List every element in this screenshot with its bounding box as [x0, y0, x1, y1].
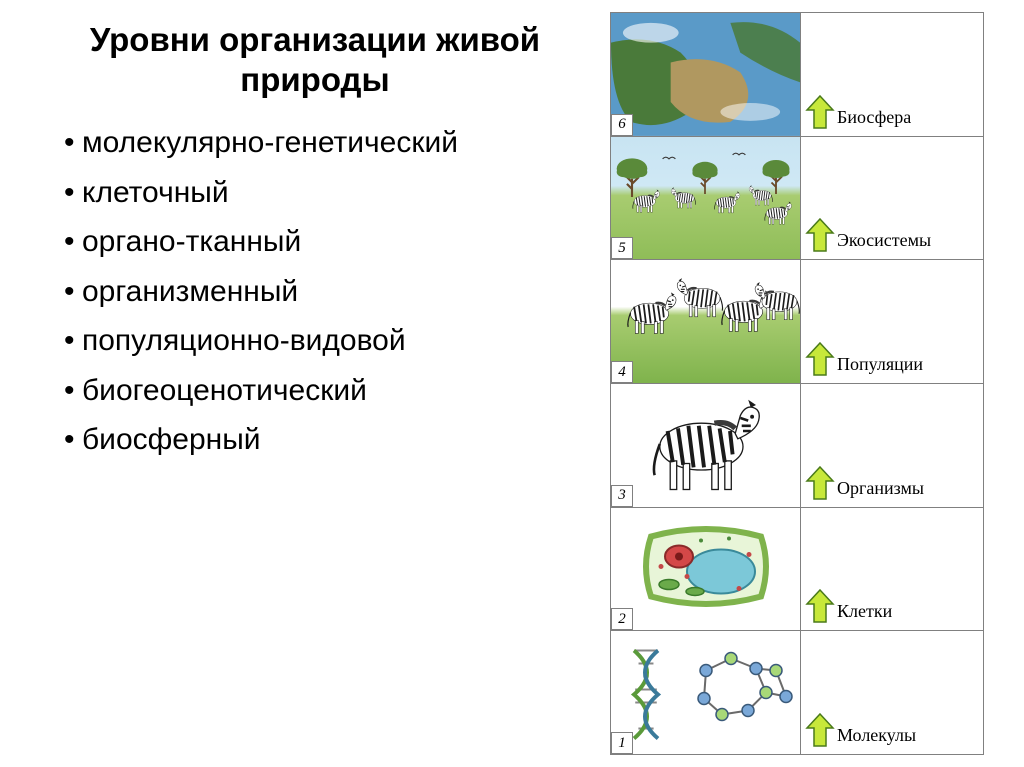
- level-label: Клетки: [837, 601, 973, 622]
- level-label: Биосфера: [837, 107, 973, 128]
- arrow-up-icon: [805, 712, 835, 748]
- level-row: 1 Молекулы: [611, 630, 983, 754]
- bullet-item: популяционно-видовой: [64, 319, 570, 363]
- levels-column: 6 Биосфера: [610, 12, 984, 755]
- level-number: 4: [611, 361, 633, 383]
- page-title: Уровни организации живой природы: [60, 20, 570, 99]
- level-meta: Экосистемы: [801, 137, 983, 260]
- arrow-up-icon: [805, 94, 835, 130]
- level-row: 2 Клетки: [611, 507, 983, 631]
- arrow-up-icon: [805, 465, 835, 501]
- level-row: 4 Популяции: [611, 259, 983, 383]
- bullet-item: биосферный: [64, 418, 570, 462]
- bullet-list: молекулярно-генетический клеточный органо-…: [60, 121, 570, 462]
- level-label: Организмы: [837, 478, 973, 499]
- level-meta: Популяции: [801, 260, 983, 383]
- level-meta: Биосфера: [801, 13, 983, 136]
- level-number: 1: [611, 732, 633, 754]
- level-meta: Молекулы: [801, 631, 983, 754]
- arrow-up-icon: [805, 588, 835, 624]
- level-label: Молекулы: [837, 725, 973, 746]
- level-meta: Клетки: [801, 508, 983, 631]
- text-column: Уровни организации живой природы молекул…: [60, 12, 610, 755]
- arrow-up-icon: [805, 217, 835, 253]
- level-label: Популяции: [837, 354, 973, 375]
- bullet-item: клеточный: [64, 171, 570, 215]
- level-row: 6 Биосфера: [611, 13, 983, 136]
- level-row: 3 Организмы: [611, 383, 983, 507]
- bullet-item: органо-тканный: [64, 220, 570, 264]
- bullet-item: биогеоценотический: [64, 369, 570, 413]
- bullet-item: организменный: [64, 270, 570, 314]
- arrow-up-icon: [805, 341, 835, 377]
- bullet-item: молекулярно-генетический: [64, 121, 570, 165]
- level-number: 3: [611, 485, 633, 507]
- level-number: 2: [611, 608, 633, 630]
- level-label: Экосистемы: [837, 230, 973, 251]
- level-row: 5 Экосистемы: [611, 136, 983, 260]
- level-number: 6: [611, 114, 633, 136]
- level-meta: Организмы: [801, 384, 983, 507]
- level-number: 5: [611, 237, 633, 259]
